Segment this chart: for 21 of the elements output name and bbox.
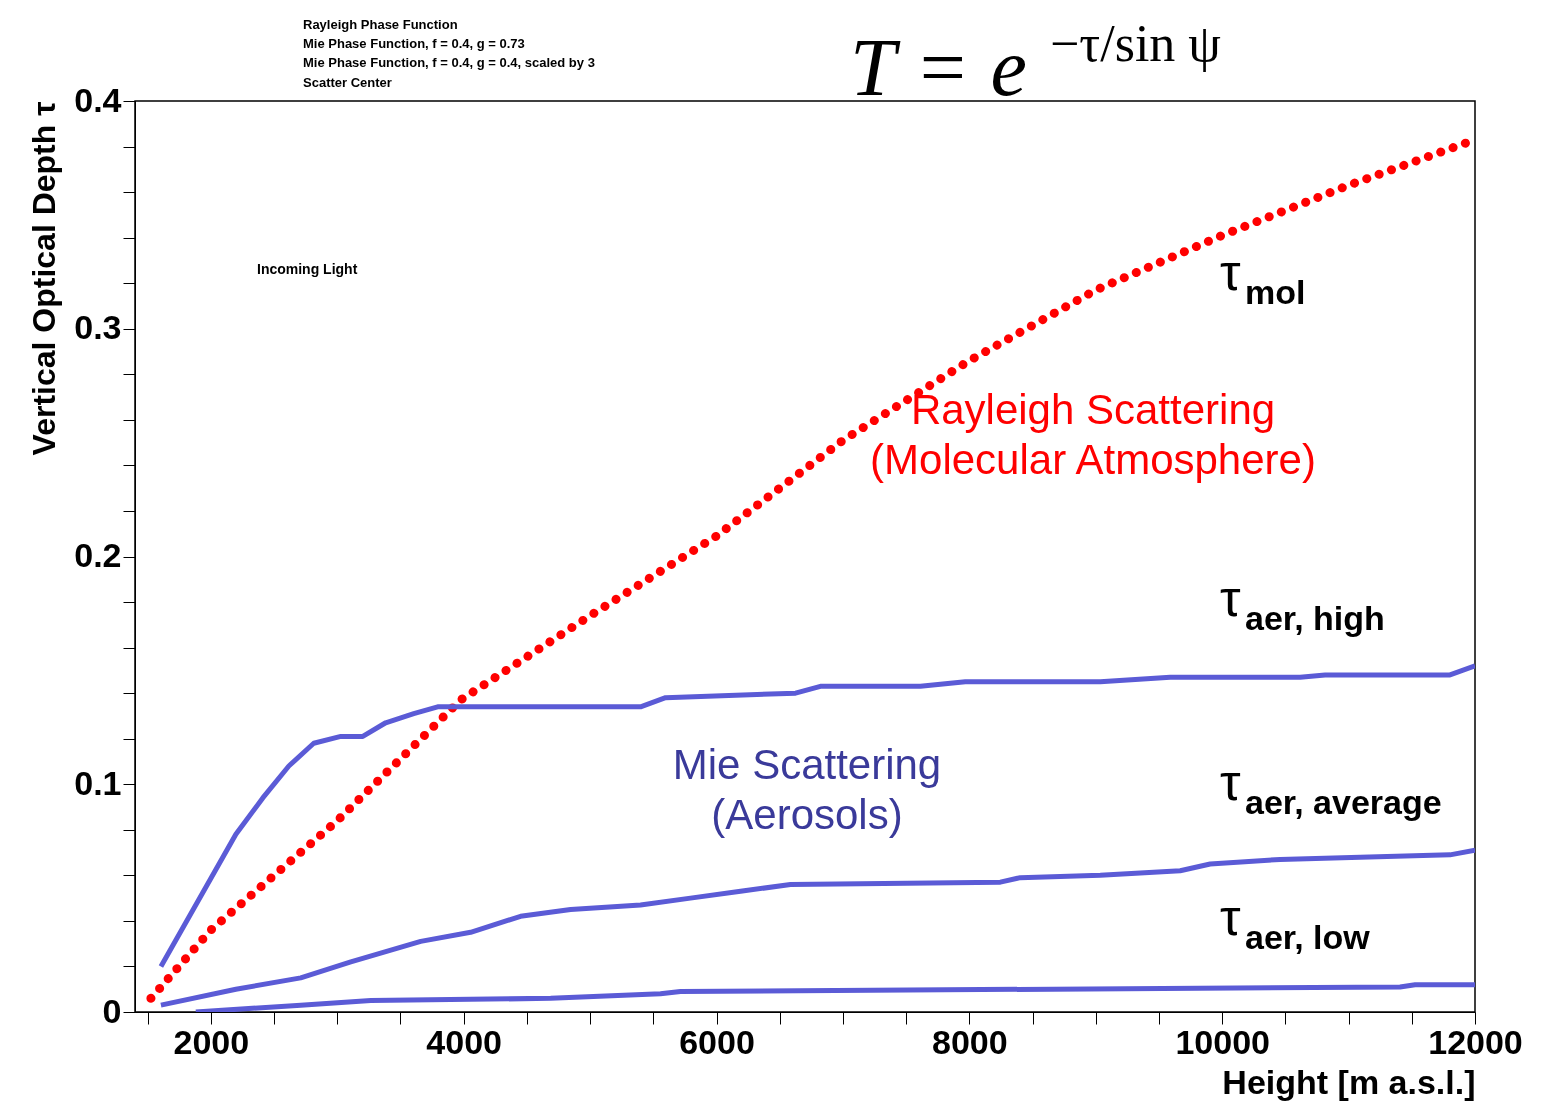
chart-title: T = e−τ/sin ψ [850, 15, 1221, 113]
text: Mie Phase Function, f = 0.4, g = 0.73 [303, 36, 525, 51]
x-tick-label: 8000 [932, 1022, 1008, 1061]
annotation: Mie Scattering (Aerosols) [672, 741, 942, 839]
x-axis-title: Height [m a.s.l.] [1222, 1062, 1476, 1101]
y-tick-label: 0.2 [74, 536, 122, 574]
text: Scatter Center [303, 75, 392, 90]
y-tick-label: 0.3 [74, 308, 122, 347]
annotation: Incoming Light [257, 261, 358, 277]
y-tick-label: 0.4 [74, 80, 122, 119]
x-tick-label: 2000 [173, 1022, 250, 1061]
x-tick-label: 12000 [1428, 1022, 1523, 1061]
y-axis-title: Vertical Optical Depth τ [26, 101, 63, 456]
y-tick-label: 0.1 [74, 763, 122, 802]
annotation: Rayleigh Scattering (Molecular Atmosphere) [870, 386, 1316, 484]
y-tick-label: 0 [102, 991, 122, 1030]
x-tick-label: 6000 [679, 1022, 755, 1061]
text: Mie Phase Function, f = 0.4, g = 0.4, scaled by 3 [303, 55, 595, 70]
text: Rayleigh Phase Function [303, 17, 458, 32]
x-tick-label: 4000 [426, 1022, 502, 1061]
x-tick-label: 10000 [1175, 1022, 1270, 1061]
